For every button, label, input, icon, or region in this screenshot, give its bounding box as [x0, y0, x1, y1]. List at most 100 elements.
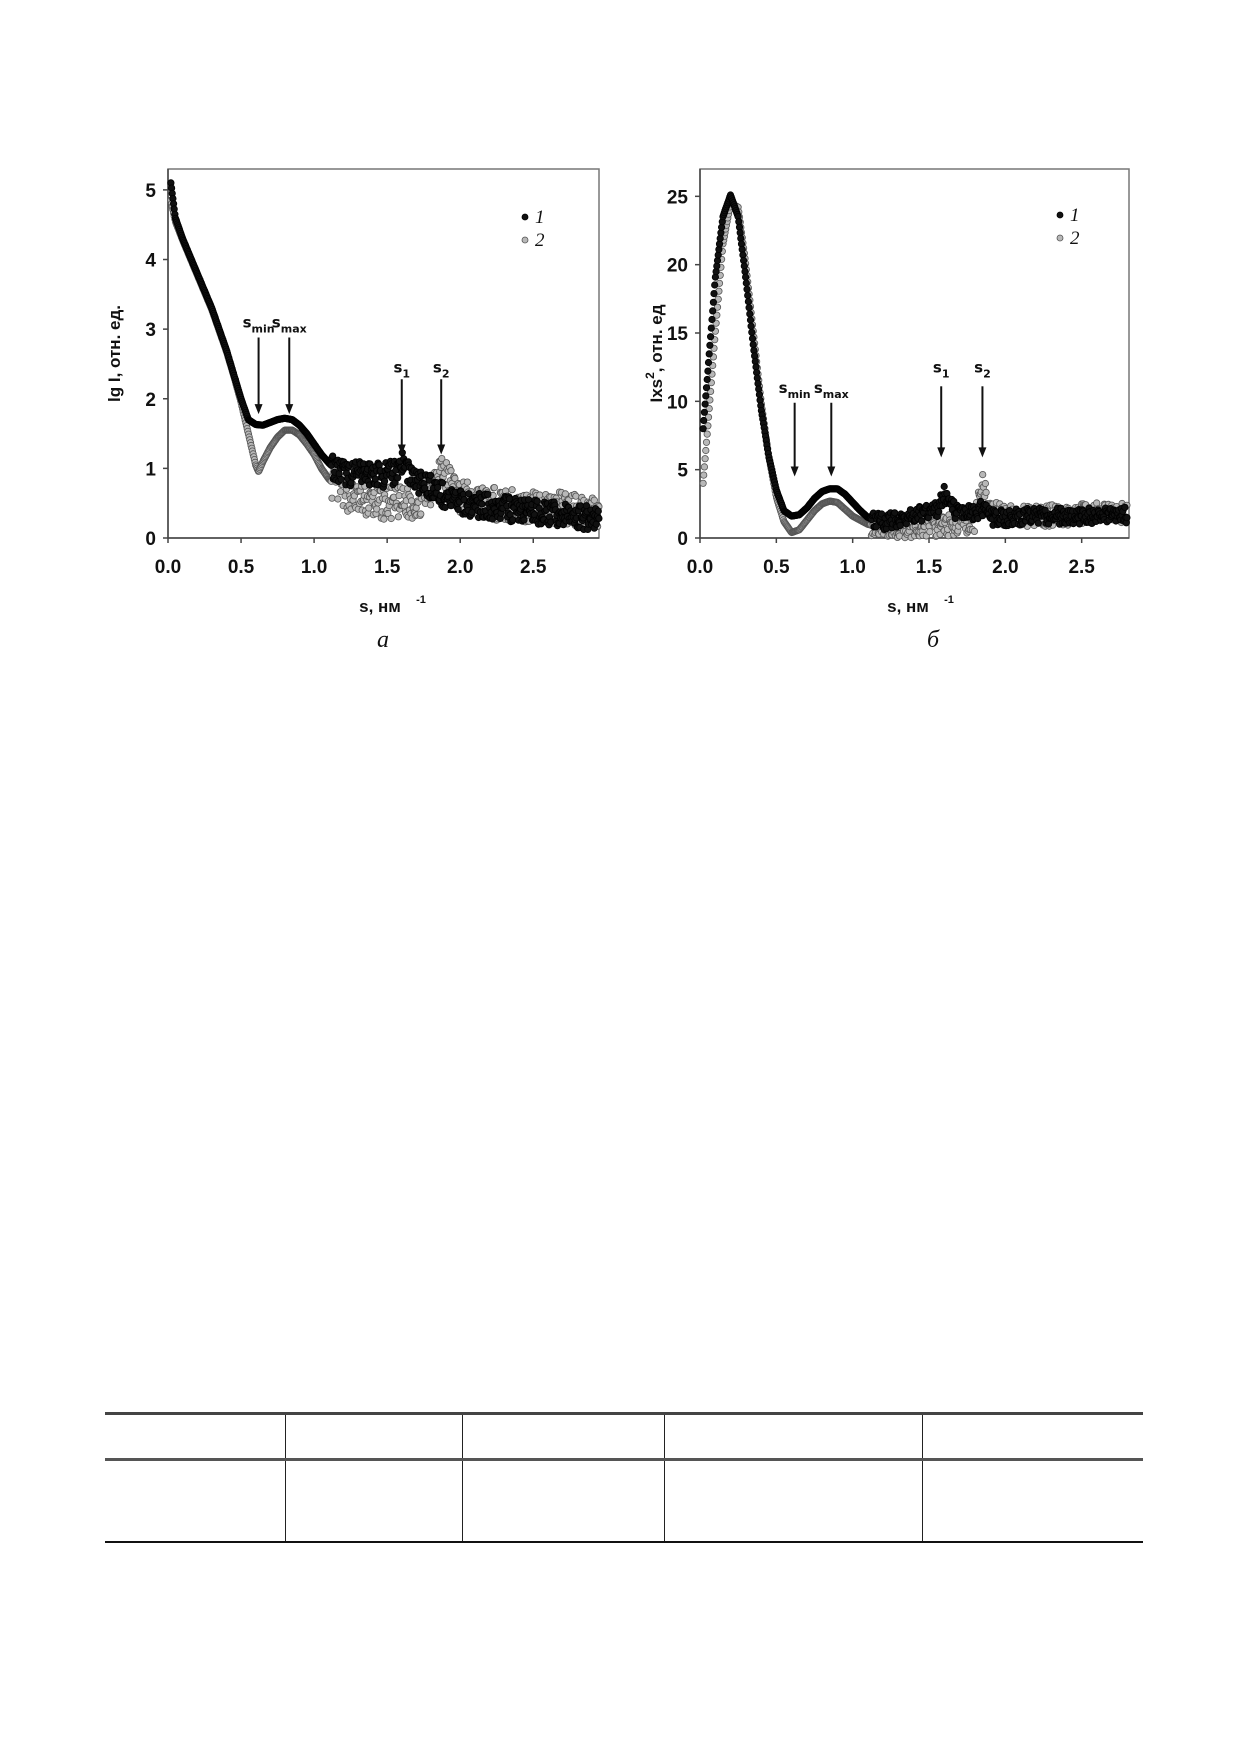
annotation-main: s [272, 314, 281, 332]
legend-item: 2 [521, 230, 545, 251]
arrow-head [827, 466, 836, 477]
data-point [741, 273, 750, 281]
annotation-arrow: s2 [974, 359, 991, 458]
data-point [702, 446, 710, 455]
y-tick-label: 25 [667, 187, 689, 208]
x-axis-label-superscript: -1 [416, 594, 426, 606]
annotation-subscript: max [823, 388, 849, 401]
data-point [713, 311, 721, 319]
legend-label: 2 [535, 230, 545, 251]
x-tick-label: 0.0 [687, 557, 713, 578]
table-cell [462, 1459, 665, 1543]
data-point [1121, 503, 1129, 511]
data-point [394, 474, 402, 482]
annotation-arrow: smax [814, 379, 849, 477]
data-point [710, 289, 718, 298]
data-point [463, 478, 471, 486]
y-axis-label: lg I, отн. ед. [105, 305, 124, 402]
data-point [595, 514, 603, 523]
x-tick-label: 0.0 [155, 557, 181, 578]
data-point [478, 500, 486, 508]
table-cell [664, 1412, 923, 1461]
data-point [711, 281, 719, 289]
x-tick-label: 1.0 [301, 557, 327, 578]
annotation-main: s [933, 359, 942, 377]
data-point [699, 479, 707, 487]
annotation-arrow: s2 [433, 358, 450, 455]
legend-marker [521, 213, 529, 221]
data-point [701, 400, 709, 408]
data-point [744, 297, 753, 306]
series-1 [167, 179, 603, 534]
data-point [704, 413, 713, 421]
data-point [451, 474, 459, 482]
data-point [747, 322, 755, 330]
data-point [970, 527, 979, 536]
data-point [438, 479, 447, 487]
annotation-subscript: min [788, 388, 811, 401]
x-tick-label: 2.5 [1068, 557, 1095, 578]
data-point [700, 471, 708, 479]
data-point [749, 340, 757, 349]
annotation-label: s2 [433, 358, 450, 380]
annotation-subscript: max [281, 323, 307, 336]
y-axis-label-superscript: 2 [643, 372, 657, 379]
annotation-arrow: s1 [933, 359, 950, 458]
data-point [407, 497, 416, 505]
table-row [105, 1459, 1143, 1543]
data-point [704, 367, 712, 375]
panel-caption: б [927, 627, 940, 653]
data-point [447, 467, 455, 475]
annotation-label: smin [779, 379, 811, 401]
legend-item: 1 [521, 207, 545, 228]
data-point [713, 303, 722, 311]
data-point [380, 477, 389, 485]
data-point [328, 494, 336, 502]
data-point [417, 510, 425, 518]
data-point [701, 455, 709, 463]
data-point [509, 516, 517, 524]
legend-label: 2 [1070, 228, 1080, 249]
data-point [891, 509, 899, 517]
data-point [384, 509, 392, 518]
y-axis-label-group: Ixs2, отн. ед [643, 304, 666, 402]
table-header-row [105, 1412, 1143, 1461]
data-point [703, 375, 711, 384]
data-point [533, 497, 541, 505]
y-tick-label: 1 [145, 459, 156, 480]
annotation-label: smin [243, 314, 275, 336]
annotation-subscript: 1 [942, 368, 950, 381]
arrow-head [790, 466, 799, 477]
annotation-main: s [974, 359, 983, 377]
data-point [594, 507, 602, 515]
data-point [708, 315, 716, 324]
data-point [702, 392, 710, 400]
data-point [744, 291, 752, 299]
x-axis-label: s, нм [887, 597, 929, 616]
data-point [745, 304, 753, 312]
data-point [703, 430, 711, 438]
data-point [337, 475, 345, 484]
table-cell [105, 1459, 286, 1543]
table-cell [285, 1459, 463, 1543]
data-point [520, 516, 528, 524]
data-point [872, 523, 880, 531]
data-point [380, 515, 388, 523]
x-axis-label-superscript: -1 [944, 594, 954, 606]
data-point [743, 285, 751, 293]
y-tick-label: 20 [667, 256, 688, 277]
y-axis-label: Ixs2, отн. ед [643, 304, 666, 402]
legend-marker [1056, 211, 1064, 219]
annotation-subscript: 1 [402, 367, 410, 380]
annotation-label: s2 [974, 359, 991, 381]
data-point [981, 479, 990, 488]
panel-caption: а [377, 627, 389, 653]
series-1 [699, 191, 1131, 534]
arrow-head [397, 444, 406, 455]
data-point [465, 490, 473, 498]
arrow-head [254, 404, 263, 415]
legend-marker [521, 236, 529, 244]
annotation-label: smax [814, 379, 849, 401]
